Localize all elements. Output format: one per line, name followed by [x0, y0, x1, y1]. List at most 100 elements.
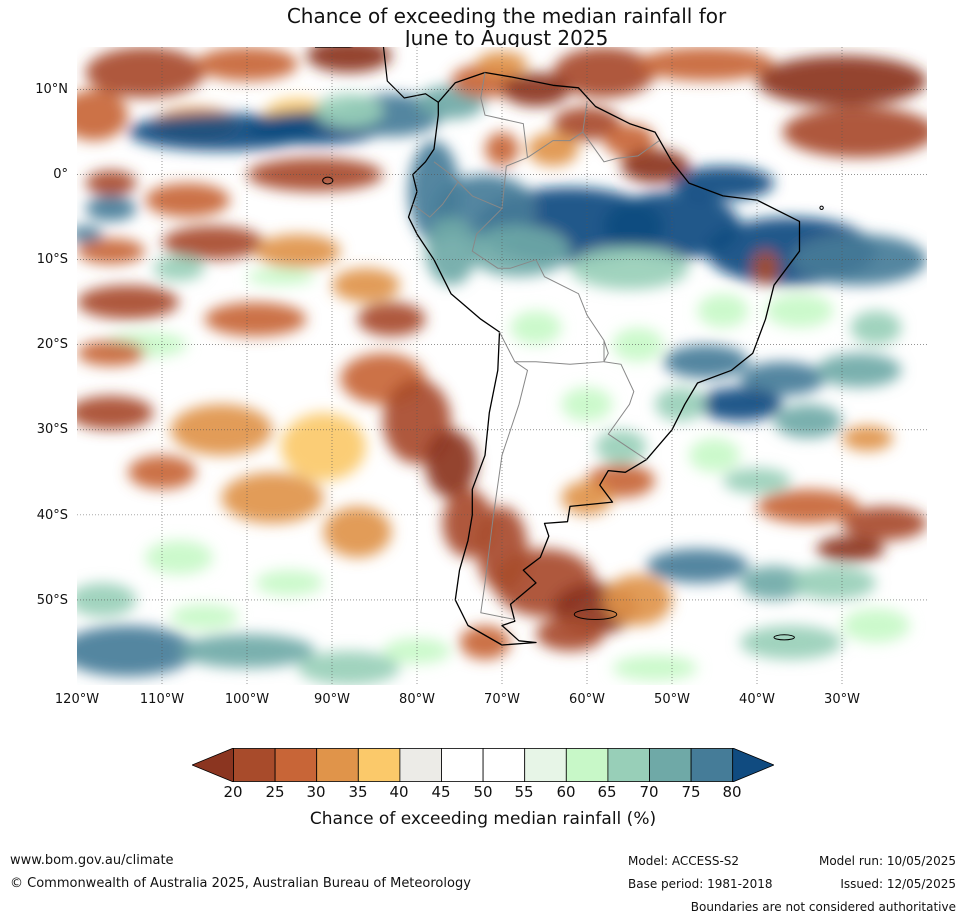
lat-label-10n: 10°N: [35, 82, 68, 97]
lon-label-70w: 70°W: [484, 692, 520, 707]
anomaly-patch: [842, 425, 893, 452]
anomaly-patch: [145, 540, 213, 575]
anomaly-patch: [298, 651, 400, 685]
copyright-notice: © Commonwealth of Australia 2025, Austra…: [10, 876, 471, 891]
colorbar-tick-70: 70: [639, 783, 659, 801]
boundaries-disclaimer: Boundaries are not considered authoritat…: [690, 900, 956, 914]
anomaly-patch: [128, 455, 196, 490]
colorbar-segment: [357, 748, 401, 782]
colorbar-label: Chance of exceeding median rainfall (%): [309, 809, 657, 829]
lon-label-110w: 110°W: [139, 692, 185, 707]
anomaly-patch: [791, 565, 876, 600]
anomaly-patch: [77, 625, 196, 677]
anomaly-patch: [77, 395, 154, 430]
lon-label-80w: 80°W: [399, 692, 435, 707]
anomaly-patch: [77, 89, 128, 141]
colorbar-extend-high: [732, 747, 776, 783]
anomaly-patch: [315, 93, 383, 128]
anomaly-patch: [255, 570, 324, 596]
anomaly-patch: [604, 191, 740, 260]
anomaly-patch: [357, 302, 426, 337]
colorbar-tick-30: 30: [306, 783, 326, 801]
anomaly-patch: [459, 625, 511, 660]
island-outline: [322, 176, 334, 185]
anomaly-patch: [621, 149, 689, 184]
anomaly-patch: [162, 225, 264, 260]
anomaly-patch: [646, 548, 749, 583]
lat-label-10s: 10°S: [36, 252, 68, 267]
anomaly-patch: [425, 429, 477, 498]
map-title-line1: Chance of exceeding the median rainfall …: [286, 4, 727, 28]
anomaly-patch: [85, 47, 205, 98]
colorbar: [190, 747, 776, 783]
anomaly-patch: [170, 604, 239, 630]
anomaly-patch: [281, 412, 366, 481]
anomaly-patch: [77, 238, 145, 264]
anomaly-patch: [536, 617, 604, 651]
rainfall-probability-map: [77, 47, 927, 685]
lon-label-120w: 120°W: [54, 692, 100, 707]
anomaly-patch: [85, 195, 137, 222]
colorbar-segment: [316, 748, 359, 782]
anomaly-patch: [638, 47, 774, 81]
colorbar-segment: [690, 748, 734, 782]
colorbar-segment: [649, 748, 692, 782]
central-america-coastline: [315, 47, 439, 103]
anomaly-patch: [765, 293, 834, 328]
colorbar-segment: [607, 748, 650, 782]
anomaly-patch: [791, 234, 927, 286]
country-border: [412, 182, 459, 218]
colorbar-segment: [274, 748, 318, 782]
country-border: [510, 259, 605, 365]
lon-label-50w: 50°W: [654, 692, 690, 707]
anomaly-patch: [77, 582, 137, 617]
anomaly-patch: [752, 251, 779, 286]
colorbar-tick-50: 50: [473, 783, 493, 801]
lat-label-50s: 50°S: [36, 593, 68, 608]
anomaly-patch: [476, 51, 528, 77]
model-run-date: Model run: 10/05/2025: [818, 854, 956, 868]
anomaly-patch: [757, 489, 859, 524]
colorbar-tick-55: 55: [514, 783, 534, 801]
website-link[interactable]: www.bom.gov.au/climate: [10, 853, 174, 868]
lon-label-90w: 90°W: [314, 692, 350, 707]
anomaly-patch: [740, 565, 808, 600]
colorbar-segment: [565, 748, 609, 782]
base-period: Base period: 1981-2018: [628, 877, 773, 891]
colorbar-tick-20: 20: [223, 783, 243, 801]
anomaly-patch: [553, 47, 655, 98]
lon-label-60w: 60°W: [569, 692, 605, 707]
colorbar-tick-65: 65: [597, 783, 617, 801]
anomaly-patch: [774, 404, 842, 439]
anomaly-patch: [816, 353, 902, 388]
colorbar-tick-35: 35: [348, 783, 368, 801]
country-border: [480, 72, 529, 209]
anomaly-patch: [595, 429, 647, 464]
anomaly-patch: [332, 268, 400, 303]
lon-label-100w: 100°W: [224, 692, 270, 707]
anomaly-patch: [850, 310, 902, 345]
lon-label-40w: 40°W: [739, 692, 775, 707]
colorbar-tick-75: 75: [681, 783, 701, 801]
anomaly-patch: [723, 468, 791, 494]
anomaly-patch: [740, 361, 825, 396]
colorbar-segment: [233, 748, 276, 782]
anomaly-patch: [196, 47, 298, 81]
anomaly-patch: [204, 302, 307, 337]
colorbar-tick-60: 60: [556, 783, 576, 801]
island-outline: [573, 608, 618, 620]
colorbar-tick-80: 80: [722, 783, 742, 801]
colorbar-extend-low: [190, 747, 234, 783]
colorbar-segment: [482, 748, 526, 782]
lat-label-30s: 30°S: [36, 422, 68, 437]
anomaly-patch: [740, 625, 842, 660]
anomaly-patch: [697, 387, 783, 422]
anomaly-patch: [425, 217, 477, 286]
colorbar-segment: [399, 748, 442, 782]
island-outline: [819, 205, 824, 210]
lat-label-0: 0°: [53, 167, 68, 182]
lat-label-40s: 40°S: [36, 508, 68, 523]
anomaly-patch: [247, 157, 383, 192]
anomaly-patch: [816, 536, 885, 562]
anomaly-patch: [510, 310, 562, 345]
